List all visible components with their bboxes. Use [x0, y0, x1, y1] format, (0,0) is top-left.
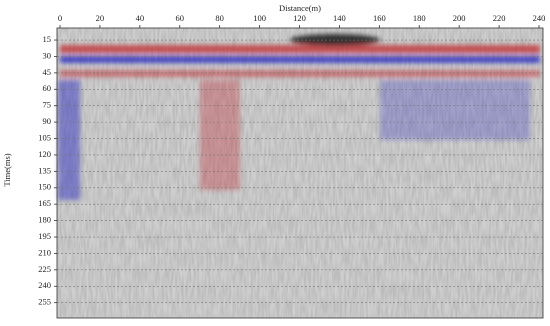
reflection-band [58, 80, 80, 200]
x-tick-label: 120 [293, 13, 306, 23]
reflection-band [380, 80, 530, 140]
reflection-bands [58, 34, 540, 200]
y-tick-label: 135 [38, 165, 51, 175]
x-tick-label: 40 [136, 13, 145, 23]
y-tick-label: 195 [38, 231, 51, 241]
y-tick-label: 15 [43, 34, 52, 44]
y-tick-label: 30 [43, 50, 52, 60]
reflection-band [290, 34, 380, 46]
x-tick-label: 220 [493, 13, 506, 23]
y-tick-label: 225 [38, 264, 51, 274]
x-tick-label: 160 [373, 13, 386, 23]
plot-area [56, 27, 544, 319]
y-tick-label: 150 [38, 182, 51, 192]
x-tick-label: 60 [175, 13, 184, 23]
x-tick-label: 180 [413, 13, 426, 23]
y-tick-label: 90 [43, 116, 52, 126]
x-tick-label: 20 [96, 13, 105, 23]
y-tick-label: 75 [43, 100, 52, 110]
x-tick-label: 0 [58, 13, 62, 23]
y-tick-label: 180 [38, 215, 51, 225]
y-tick-label: 60 [43, 83, 52, 93]
plot-frame [56, 27, 544, 319]
x-tick-label: 200 [453, 13, 466, 23]
y-tick-label: 255 [38, 297, 51, 307]
y-tick-label: 120 [38, 149, 51, 159]
y-axis-label: Time(ms) [2, 153, 12, 186]
x-tick-label: 80 [215, 13, 224, 23]
y-tick-label: 210 [38, 247, 51, 257]
y-tick-label: 165 [38, 198, 51, 208]
y-tick-label: 105 [38, 132, 51, 142]
x-tick-label: 140 [333, 13, 346, 23]
y-tick-label: 240 [38, 280, 51, 290]
reflection-band [60, 56, 540, 63]
x-tick-label: 240 [533, 13, 546, 23]
x-axis-label: Distance(m) [279, 3, 321, 13]
y-tick-label: 45 [43, 67, 52, 77]
reflection-band [60, 70, 540, 77]
reflection-band [200, 80, 240, 190]
reflection-band [60, 45, 540, 53]
x-tick-label: 100 [253, 13, 266, 23]
